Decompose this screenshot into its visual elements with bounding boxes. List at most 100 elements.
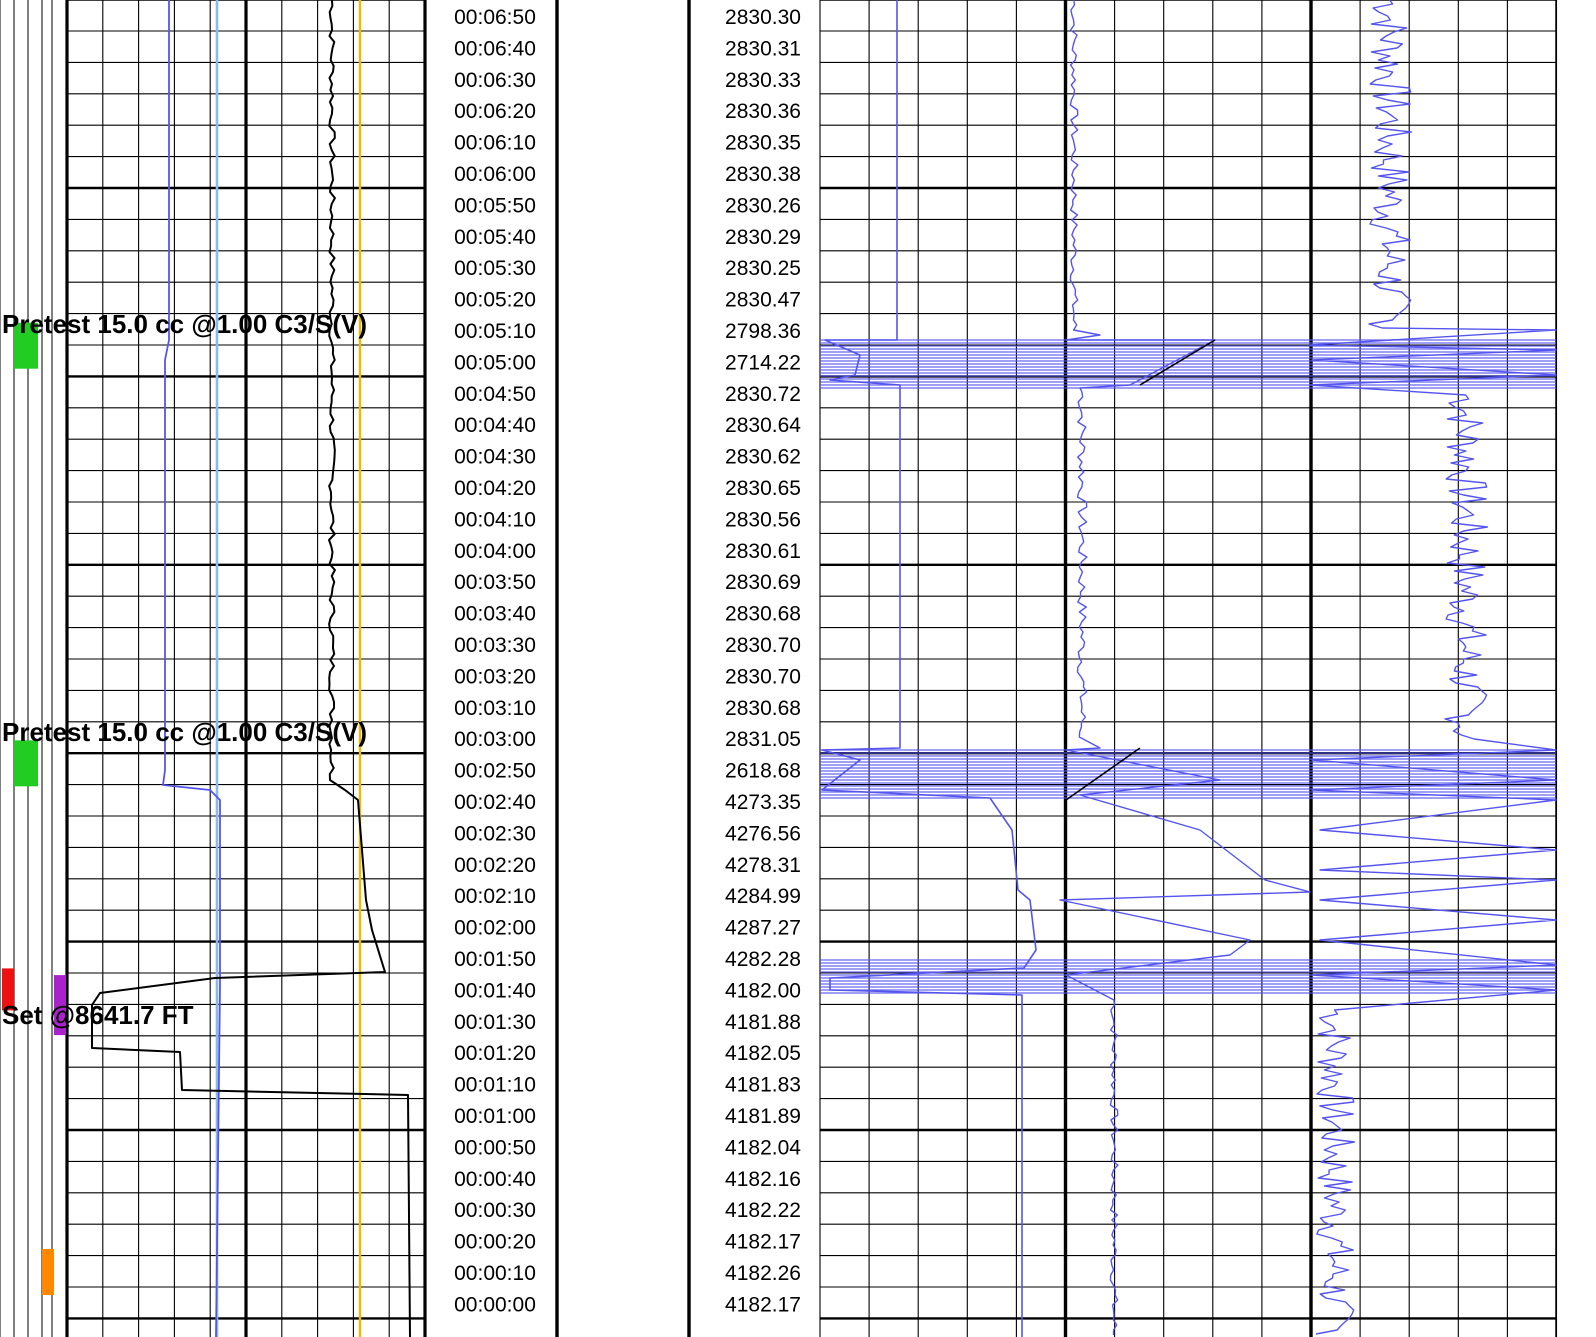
pressure-label: 4276.56 [725, 822, 801, 845]
pressure-label: 4182.22 [725, 1199, 801, 1222]
pressure-label: 4182.00 [725, 979, 801, 1002]
pressure-label: 2830.26 [725, 194, 801, 217]
pressure-label: 2830.38 [725, 163, 801, 186]
pressure-label: 4182.16 [725, 1168, 801, 1191]
pressure-label: 4282.28 [725, 948, 801, 971]
time-label: 00:00:30 [454, 1199, 536, 1222]
time-label: 00:06:20 [454, 100, 536, 123]
pressure-label: 2830.72 [725, 383, 801, 406]
pressure-label: 2714.22 [725, 351, 801, 374]
pressure-label: 4287.27 [725, 917, 801, 940]
pressure-label: 4182.05 [725, 1042, 801, 1065]
pressure-label: 2830.56 [725, 508, 801, 531]
time-label: 00:00:00 [454, 1293, 536, 1316]
pressure-label: 2830.68 [725, 697, 801, 720]
pressure-label: 4181.89 [725, 1105, 801, 1128]
connector-line [1139, 339, 1216, 386]
motor-trace [91, 0, 411, 1337]
annotation-text: Pretest 15.0 cc @1.00 C3/S(V) [2, 717, 367, 747]
annotation-group: Pretest 15.0 cc @1.00 C3/S(V) Pretest 15.… [2, 309, 367, 1030]
time-label: 00:04:20 [454, 477, 536, 500]
pressure-label: 2830.47 [725, 289, 801, 312]
pressure-label: 2830.69 [725, 571, 801, 594]
pressure-label: 2830.29 [725, 226, 801, 249]
pressure-trace-left [162, 0, 221, 1337]
time-label: 00:03:50 [454, 571, 536, 594]
pressure-label: 2830.70 [725, 665, 801, 688]
pressure-label: 4273.35 [725, 791, 801, 814]
pressure-label: 4284.99 [725, 885, 801, 908]
time-label: 00:06:40 [454, 37, 536, 60]
pressure-trace-slow [821, 0, 1037, 1337]
time-label: 00:05:00 [454, 351, 536, 374]
time-label: 00:05:20 [454, 289, 536, 312]
pressure-label: 4181.88 [725, 1011, 801, 1034]
time-label: 00:01:20 [454, 1042, 536, 1065]
time-label: 00:06:00 [454, 163, 536, 186]
time-label: 00:02:50 [454, 760, 536, 783]
time-label: 00:06:10 [454, 132, 536, 155]
marker-group [2, 322, 66, 1295]
curve-group [91, 0, 1557, 1337]
pressure-trace-fine [1309, 0, 1557, 1335]
time-label: 00:04:40 [454, 414, 536, 437]
time-label: 00:06:30 [454, 69, 536, 92]
pressure-label: 2830.35 [725, 132, 801, 155]
pressure-column: 2830.30 2830.31 2830.33 2830.36 2830.35 2830.… [725, 6, 801, 1316]
time-label: 00:01:00 [454, 1105, 536, 1128]
time-label: 00:04:00 [454, 540, 536, 563]
right-track-grid [819, 0, 1558, 1337]
status-marker [2, 968, 14, 1011]
pressure-label: 2830.30 [725, 6, 801, 29]
left-track-grid [0, 0, 691, 1337]
time-label: 00:04:30 [454, 446, 536, 469]
time-column: 00:06:50 00:06:40 00:06:30 00:06:20 00:06:10… [454, 6, 536, 1316]
time-label: 00:02:30 [454, 822, 536, 845]
time-label: 00:03:20 [454, 665, 536, 688]
time-label: 00:00:40 [454, 1168, 536, 1191]
pressure-label: 4182.04 [725, 1136, 801, 1159]
pressure-label: 2618.68 [725, 760, 801, 783]
time-label: 00:02:40 [454, 791, 536, 814]
status-marker [14, 322, 38, 369]
pressure-label: 4278.31 [725, 854, 801, 877]
time-label: 00:00:50 [454, 1136, 536, 1159]
pressure-label: 4182.26 [725, 1262, 801, 1285]
annotation-text: Pretest 15.0 cc @1.00 C3/S(V) [2, 309, 367, 339]
connector-line [1065, 747, 1141, 801]
pressure-label: 2830.70 [725, 634, 801, 657]
time-label: 00:02:10 [454, 885, 536, 908]
pressure-label: 2830.61 [725, 540, 801, 563]
time-label: 00:03:00 [454, 728, 536, 751]
pressure-trace-fast [1059, 0, 1311, 1336]
time-label: 00:00:20 [454, 1231, 536, 1254]
pressure-label: 2830.25 [725, 257, 801, 280]
time-label: 00:06:50 [454, 6, 536, 29]
time-label: 00:05:40 [454, 226, 536, 249]
status-marker [54, 975, 66, 1036]
pressure-label: 4182.17 [725, 1293, 801, 1316]
time-label: 00:01:10 [454, 1074, 536, 1097]
pressure-label: 2830.36 [725, 100, 801, 123]
time-label: 00:05:10 [454, 320, 536, 343]
time-label: 00:00:10 [454, 1262, 536, 1285]
time-label: 00:01:40 [454, 979, 536, 1002]
annotation-text: Set @8641.7 FT [2, 1000, 194, 1030]
time-label: 00:02:20 [454, 854, 536, 877]
pressure-label: 2830.62 [725, 446, 801, 469]
pressure-label: 2831.05 [725, 728, 801, 751]
pressure-label: 2830.33 [725, 69, 801, 92]
pressure-label: 2830.68 [725, 603, 801, 626]
status-marker [42, 1249, 54, 1295]
time-label: 00:05:30 [454, 257, 536, 280]
time-label: 00:03:30 [454, 634, 536, 657]
time-label: 00:01:50 [454, 948, 536, 971]
pressure-label: 2830.31 [725, 37, 801, 60]
time-label: 00:03:40 [454, 603, 536, 626]
time-label: 00:04:50 [454, 383, 536, 406]
time-label: 00:02:00 [454, 917, 536, 940]
time-label: 00:05:50 [454, 194, 536, 217]
pressure-label: 4182.17 [725, 1231, 801, 1254]
time-label: 00:01:30 [454, 1011, 536, 1034]
